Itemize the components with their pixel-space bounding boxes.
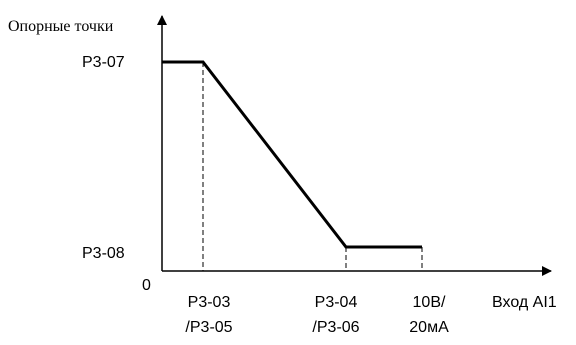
x-tick-label-full-line2: 20мА	[409, 319, 449, 336]
x-tick-label-p303-line2: /P3-05	[185, 319, 232, 336]
setpoint-curve	[162, 60, 422, 249]
x-tick-label-p304-line2: /P3-06	[312, 319, 359, 336]
x-axis-label: Вход AI1	[492, 294, 557, 311]
x-tick-label-full-line1: 10В/	[413, 294, 446, 311]
y-tick-label-p307: P3-07	[82, 54, 125, 71]
origin-label: 0	[142, 277, 151, 294]
y-axis-label: Опорные точки	[8, 18, 114, 35]
x-tick-label-p304-line1: P3-04	[315, 294, 358, 311]
x-tick-label-p303-line1: P3-03	[188, 294, 231, 311]
y-tick-label-p308: P3-08	[82, 245, 125, 262]
